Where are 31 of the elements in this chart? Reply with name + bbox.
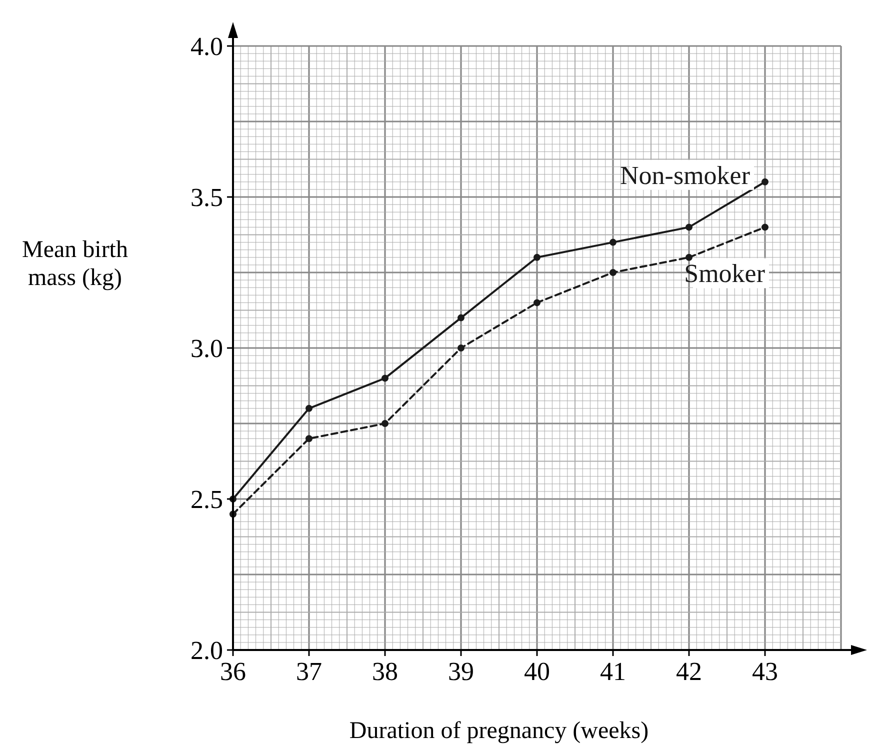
x-tick-label: 43 xyxy=(752,657,778,686)
y-tick-label: 2.5 xyxy=(190,485,223,514)
x-tick-label: 38 xyxy=(372,657,398,686)
x-tick-label: 41 xyxy=(600,657,626,686)
point xyxy=(306,435,312,442)
y-axis-title: Mean birth mass (kg) xyxy=(22,237,128,291)
x-tick-label: 37 xyxy=(296,657,322,686)
series-label: Smoker xyxy=(684,259,766,288)
point xyxy=(534,254,540,261)
point xyxy=(458,344,464,352)
point xyxy=(686,224,692,231)
point xyxy=(762,178,768,186)
point xyxy=(306,404,312,412)
point xyxy=(458,314,464,322)
y-tick-label: 3.0 xyxy=(190,334,223,363)
point xyxy=(686,254,692,261)
point xyxy=(762,224,768,231)
x-tick-label: 40 xyxy=(524,657,550,686)
x-axis-title: Duration of pregnancy (weeks) xyxy=(349,718,649,744)
y-tick-label: 4.0 xyxy=(190,32,223,61)
point xyxy=(610,238,616,246)
x-tick-label: 36 xyxy=(220,657,246,686)
point xyxy=(382,374,388,382)
point xyxy=(610,269,616,276)
y-tick-label: 3.5 xyxy=(190,183,223,212)
point xyxy=(382,420,388,427)
x-tick-label: 42 xyxy=(676,657,702,686)
y-tick-label: 2.0 xyxy=(190,636,223,665)
point xyxy=(534,299,540,306)
x-tick-label: 39 xyxy=(448,657,474,686)
series-label: Non-smoker xyxy=(620,160,750,190)
